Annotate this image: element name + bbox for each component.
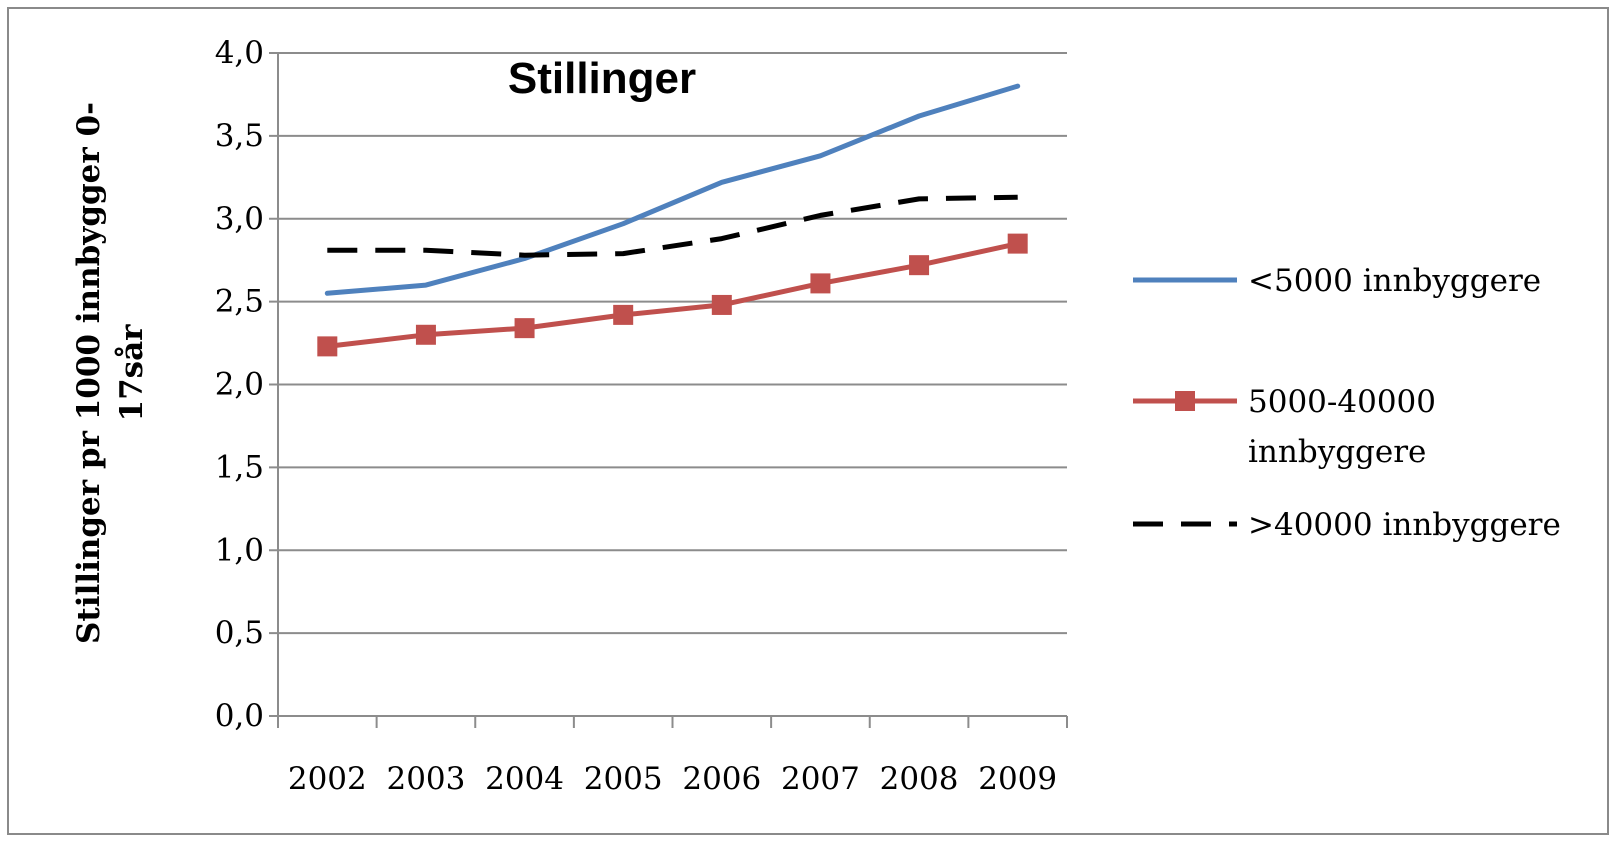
data-point-marker — [1007, 233, 1028, 254]
legend-label: <5000 innbyggere — [1248, 263, 1541, 299]
data-point-marker — [711, 294, 732, 315]
data-point-marker — [810, 273, 831, 294]
y-tick-label: 0,0 — [215, 698, 264, 734]
data-point-marker — [514, 318, 535, 339]
y-tick-label: 1,5 — [215, 449, 264, 485]
legend: <5000 innbyggere 5000-40000 innbyggere >400… — [1133, 263, 1561, 543]
legend-label: >40000 innbyggere — [1248, 507, 1561, 543]
x-tick-label: 2007 — [781, 761, 860, 797]
series-line-5000-40000-innbyggere — [324, 241, 1021, 349]
chart-title: Stillinger — [508, 54, 696, 103]
y-tick-label: 3,0 — [215, 201, 264, 237]
x-tick-label: 2005 — [584, 761, 663, 797]
legend-label: innbyggere — [1248, 434, 1426, 470]
chart-frame — [7, 7, 1609, 835]
y-tick-label: 3,5 — [215, 118, 264, 154]
y-tick-label: 4,0 — [215, 35, 264, 71]
x-tick-label: 2008 — [880, 761, 959, 797]
y-tick-label: 2,5 — [215, 284, 264, 320]
legend-label: 5000-40000 — [1248, 384, 1436, 420]
x-tick-label: 2004 — [485, 761, 564, 797]
y-tick-label: 2,0 — [215, 367, 264, 403]
data-point-marker — [415, 324, 436, 345]
y-tick-label: 0,5 — [215, 615, 264, 651]
y-tick-label: 1,0 — [215, 532, 264, 568]
x-tick-label: 2002 — [288, 761, 367, 797]
data-point-marker — [317, 336, 338, 357]
data-point-marker — [909, 255, 930, 276]
axes: 0,0 0,5 1,0 1,5 2,0 2,5 3,0 3,5 4,0 2002 2003 2004 2… — [215, 35, 1068, 797]
x-tick-label: 2009 — [978, 761, 1057, 797]
x-tick-label: 2006 — [682, 761, 761, 797]
series-line-5000-innbyggere — [324, 83, 1021, 296]
data-point-marker — [613, 304, 634, 325]
y-axis-title-line-2: 17sår — [113, 324, 150, 422]
series-line-40000-innbyggere — [327, 194, 1018, 258]
legend-marker — [1175, 391, 1195, 411]
series-lines — [317, 83, 1028, 357]
y-axis-title-line-1: Stillinger pr 1000 innbygger 0- — [71, 102, 107, 644]
x-tick-label: 2003 — [386, 761, 465, 797]
gridlines — [278, 52, 1067, 635]
